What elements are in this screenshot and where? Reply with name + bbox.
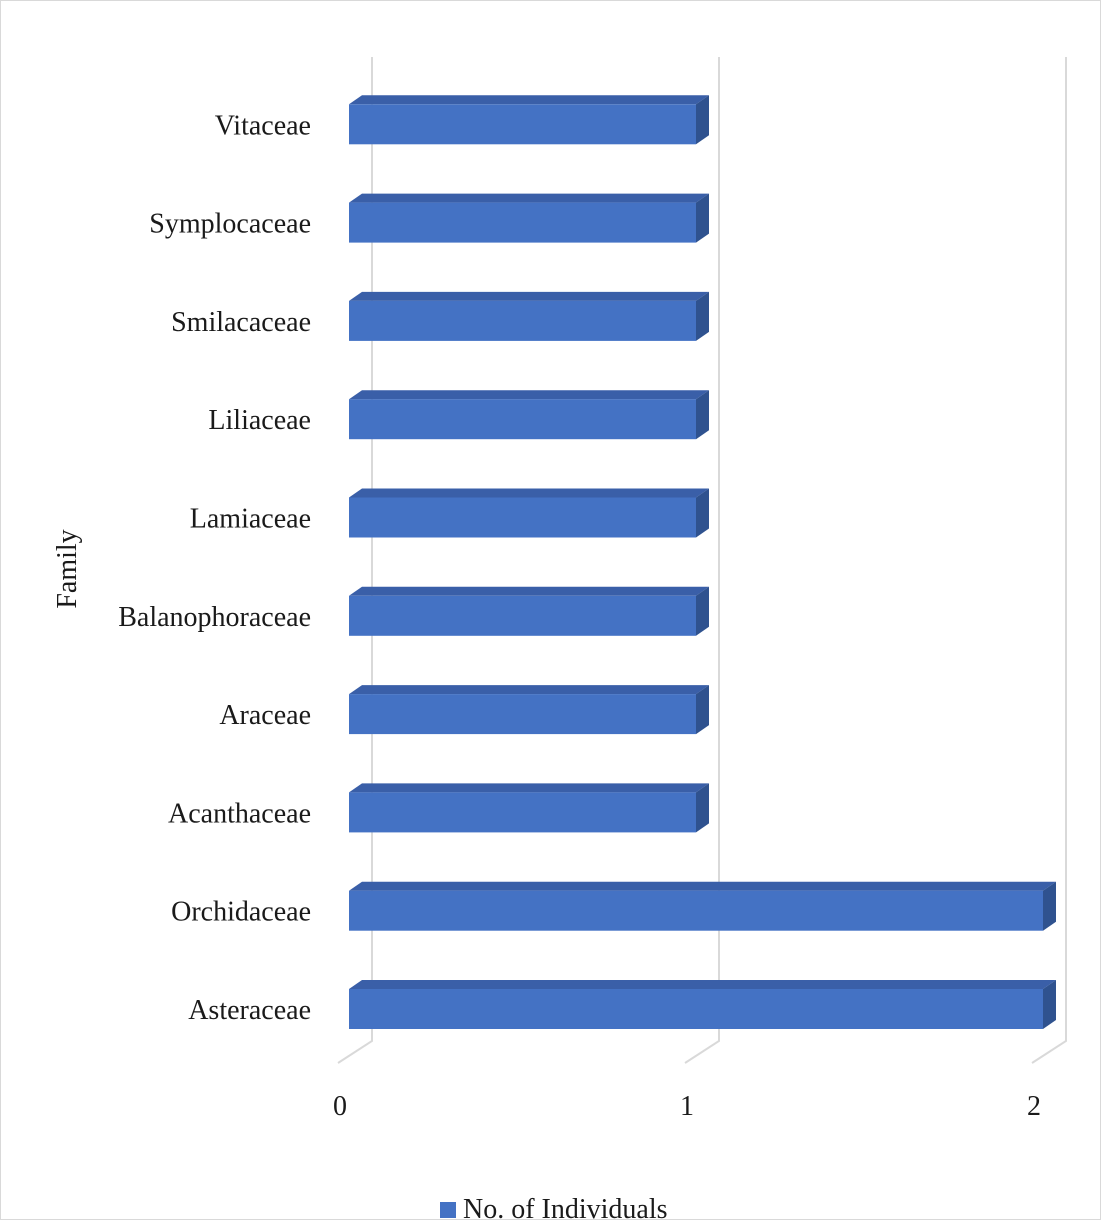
gridline-1 <box>684 57 720 1064</box>
category-label: Balanophoraceae <box>118 602 311 633</box>
category-label: Orchidaceae <box>171 897 311 928</box>
category-label: Liliaceae <box>208 405 311 436</box>
x-tick-label: 2 <box>1027 1091 1041 1122</box>
bar-side-face <box>696 783 709 833</box>
bar-liliaceae[interactable] <box>349 390 709 440</box>
y-axis-title: Family <box>52 529 83 608</box>
gridline-2 <box>1031 57 1067 1064</box>
bar-front-face <box>349 595 696 636</box>
bar-smilacaceae[interactable] <box>349 291 709 341</box>
bar-araceae[interactable] <box>349 685 709 735</box>
bar-symplocaceae[interactable] <box>349 193 709 243</box>
bar-top-face <box>349 488 709 498</box>
bar-vitaceae[interactable] <box>349 95 709 145</box>
x-tick-label: 0 <box>333 1091 347 1122</box>
bar-front-face <box>349 399 696 440</box>
category-label: Araceae <box>219 700 311 731</box>
bar-top-face <box>349 685 709 695</box>
gridline-0 <box>337 57 373 1064</box>
gridlines <box>337 57 1067 1064</box>
bar-side-face <box>696 390 709 440</box>
category-label: Smilacaceae <box>171 307 311 338</box>
bar-top-face <box>349 291 709 301</box>
bar-acanthaceae[interactable] <box>349 783 709 833</box>
legend[interactable]: No. of Individuals <box>440 1194 668 1221</box>
bar-side-face <box>696 291 709 341</box>
category-label: Lamiaceae <box>190 504 311 535</box>
x-tick-label: 1 <box>680 1091 694 1122</box>
category-label: Acanthaceae <box>168 798 311 829</box>
x-tick-labels: 0 1 2 <box>333 1091 1041 1122</box>
bar-front-face <box>349 792 696 833</box>
bar-side-face <box>696 95 709 145</box>
bar-side-face <box>696 193 709 243</box>
bar-side-face <box>696 586 709 636</box>
bar-side-face <box>696 685 709 735</box>
bar-top-face <box>349 193 709 203</box>
bar-front-face <box>349 694 696 735</box>
bar-orchidaceae[interactable] <box>349 881 1056 931</box>
legend-label: No. of Individuals <box>463 1194 668 1221</box>
bar-top-face <box>349 783 709 793</box>
bar-balanophoraceae[interactable] <box>349 586 709 636</box>
category-label: Symplocaceae <box>149 209 311 240</box>
bar-top-face <box>349 95 709 105</box>
category-label: Vitaceae <box>215 110 311 141</box>
bar-front-face <box>349 890 1043 931</box>
bar-front-face <box>349 497 696 538</box>
bar-side-face <box>696 488 709 538</box>
bar-front-face <box>349 300 696 341</box>
bar-top-face <box>349 980 1056 989</box>
bar-front-face <box>349 202 696 243</box>
legend-swatch <box>440 1202 456 1218</box>
bar-asteraceae[interactable] <box>349 980 1056 1029</box>
bar-side-face <box>1043 881 1056 931</box>
bar-top-face <box>349 390 709 400</box>
bars <box>349 95 1056 1029</box>
bar-front-face <box>349 989 1043 1029</box>
bar-front-face <box>349 104 696 145</box>
bar-top-face <box>349 881 1056 891</box>
bar-side-face <box>1043 980 1056 1029</box>
category-label: Asteraceae <box>188 995 311 1026</box>
category-labels: Asteraceae Orchidaceae Acanthaceae Araceae B… <box>118 110 311 1026</box>
bar-top-face <box>349 586 709 596</box>
bar-lamiaceae[interactable] <box>349 488 709 538</box>
